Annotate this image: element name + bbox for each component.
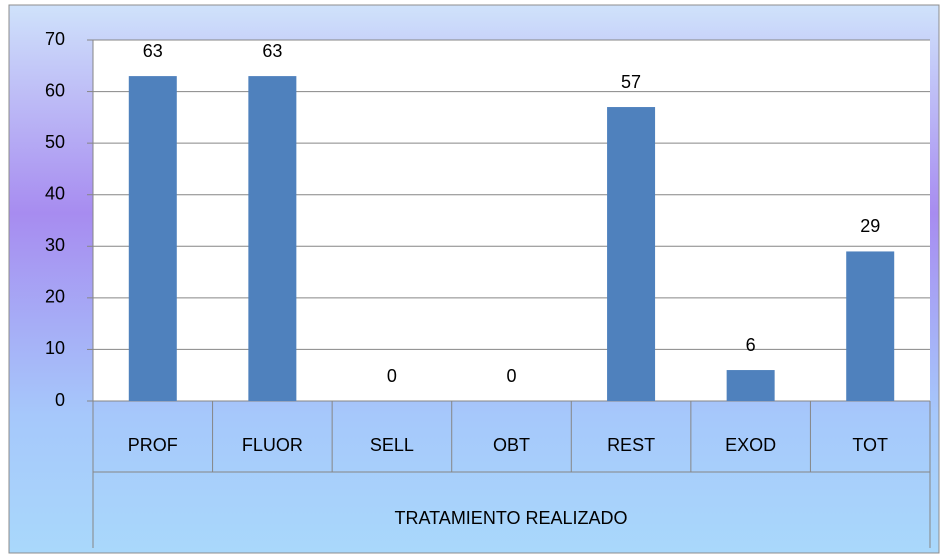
y-tick-label: 0 (55, 390, 65, 410)
data-label: 63 (262, 41, 282, 61)
x-tick-label: EXOD (725, 435, 776, 455)
x-tick-label: FLUOR (242, 435, 303, 455)
bar (726, 370, 775, 401)
bar (607, 107, 656, 402)
x-axis-label: TRATAMIENTO REALIZADO (394, 508, 627, 528)
y-tick-label: 20 (45, 287, 65, 307)
data-label: 0 (387, 366, 397, 386)
y-tick-label: 60 (45, 80, 65, 100)
y-tick-label: 40 (45, 183, 65, 203)
data-label: 63 (143, 41, 163, 61)
y-tick-label: 50 (45, 132, 65, 152)
y-tick-label: 10 (45, 338, 65, 358)
x-tick-label: SELL (370, 435, 414, 455)
bar (128, 76, 177, 401)
data-label: 0 (506, 366, 516, 386)
data-label: 6 (746, 335, 756, 355)
x-tick-label: TOT (852, 435, 888, 455)
y-tick-label: 30 (45, 235, 65, 255)
x-tick-label: PROF (128, 435, 178, 455)
plot-area (93, 40, 930, 401)
y-tick-label: 70 (45, 29, 65, 49)
x-tick-label: OBT (493, 435, 530, 455)
data-label: 29 (860, 216, 880, 236)
data-label: 57 (621, 72, 641, 92)
x-tick-label: REST (607, 435, 655, 455)
bar (248, 76, 297, 401)
bar (846, 251, 895, 401)
